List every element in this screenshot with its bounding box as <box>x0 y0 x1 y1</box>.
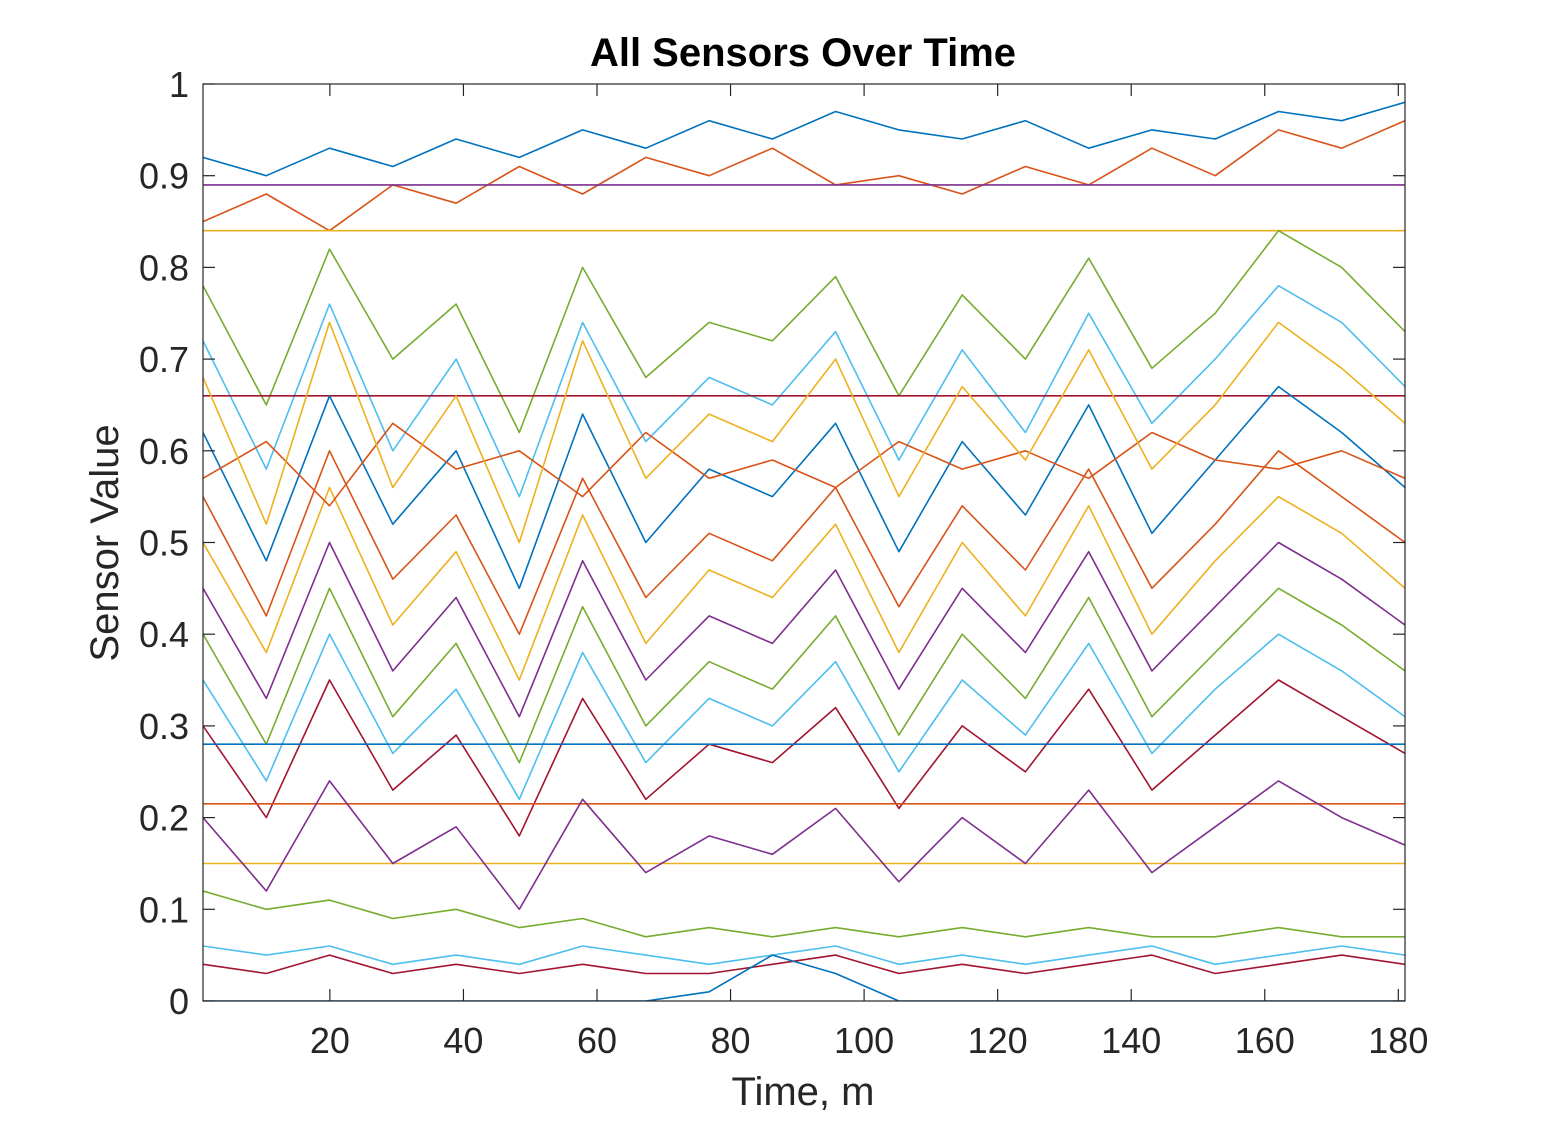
y-axis-label: Sensor Value <box>83 424 127 661</box>
series-line-10 <box>203 486 1405 681</box>
chart-title: All Sensors Over Time <box>590 31 1016 75</box>
series-line-19 <box>203 890 1405 938</box>
series-line-20 <box>203 945 1405 966</box>
series-line-9 <box>203 449 1405 636</box>
series-line-2 <box>203 119 1405 232</box>
y-tick-label: 0.8 <box>139 247 189 288</box>
series-line-23 <box>203 422 1405 507</box>
plot-area <box>203 101 1405 1001</box>
axes: 20 40 60 80 100 120 140 160 180 0 0.1 0.2 0.3 0.4 0.5 0… <box>139 64 1428 1061</box>
y-tick-label: 0 <box>169 981 189 1022</box>
series-line-5 <box>203 229 1405 434</box>
y-tick-label: 0.9 <box>139 156 189 197</box>
x-tick-label: 100 <box>834 1020 894 1061</box>
series-line-1 <box>203 101 1405 177</box>
series-line-11 <box>203 541 1405 718</box>
y-tick-label: 0.1 <box>139 889 189 930</box>
x-tick-label: 80 <box>711 1020 751 1061</box>
series-line-18 <box>203 780 1405 911</box>
series-line-8 <box>203 385 1405 590</box>
series-line-6 <box>203 284 1405 498</box>
x-tick-label: 140 <box>1101 1020 1161 1061</box>
y-tick-label: 0.2 <box>139 798 189 839</box>
x-tick-label: 120 <box>968 1020 1028 1061</box>
x-tick-label: 60 <box>577 1020 617 1061</box>
x-tick-label: 160 <box>1235 1020 1295 1061</box>
x-tick-label: 180 <box>1368 1020 1428 1061</box>
series-line-22 <box>203 954 1405 1001</box>
y-tick-label: 0.4 <box>139 614 189 655</box>
y-tick-label: 0.3 <box>139 706 189 747</box>
x-tick-label: 40 <box>443 1020 483 1061</box>
series-line-12 <box>203 587 1405 764</box>
series-line-13 <box>203 633 1405 801</box>
y-tick-label: 0.6 <box>139 431 189 472</box>
series-line-21 <box>203 954 1405 975</box>
x-axis-label: Time, m <box>732 1070 875 1114</box>
y-tick-label: 1 <box>169 64 189 105</box>
y-tick-label: 0.5 <box>139 523 189 564</box>
series-line-24 <box>203 321 1405 544</box>
y-tick-label: 0.7 <box>139 339 189 380</box>
x-tick-label: 20 <box>310 1020 350 1061</box>
